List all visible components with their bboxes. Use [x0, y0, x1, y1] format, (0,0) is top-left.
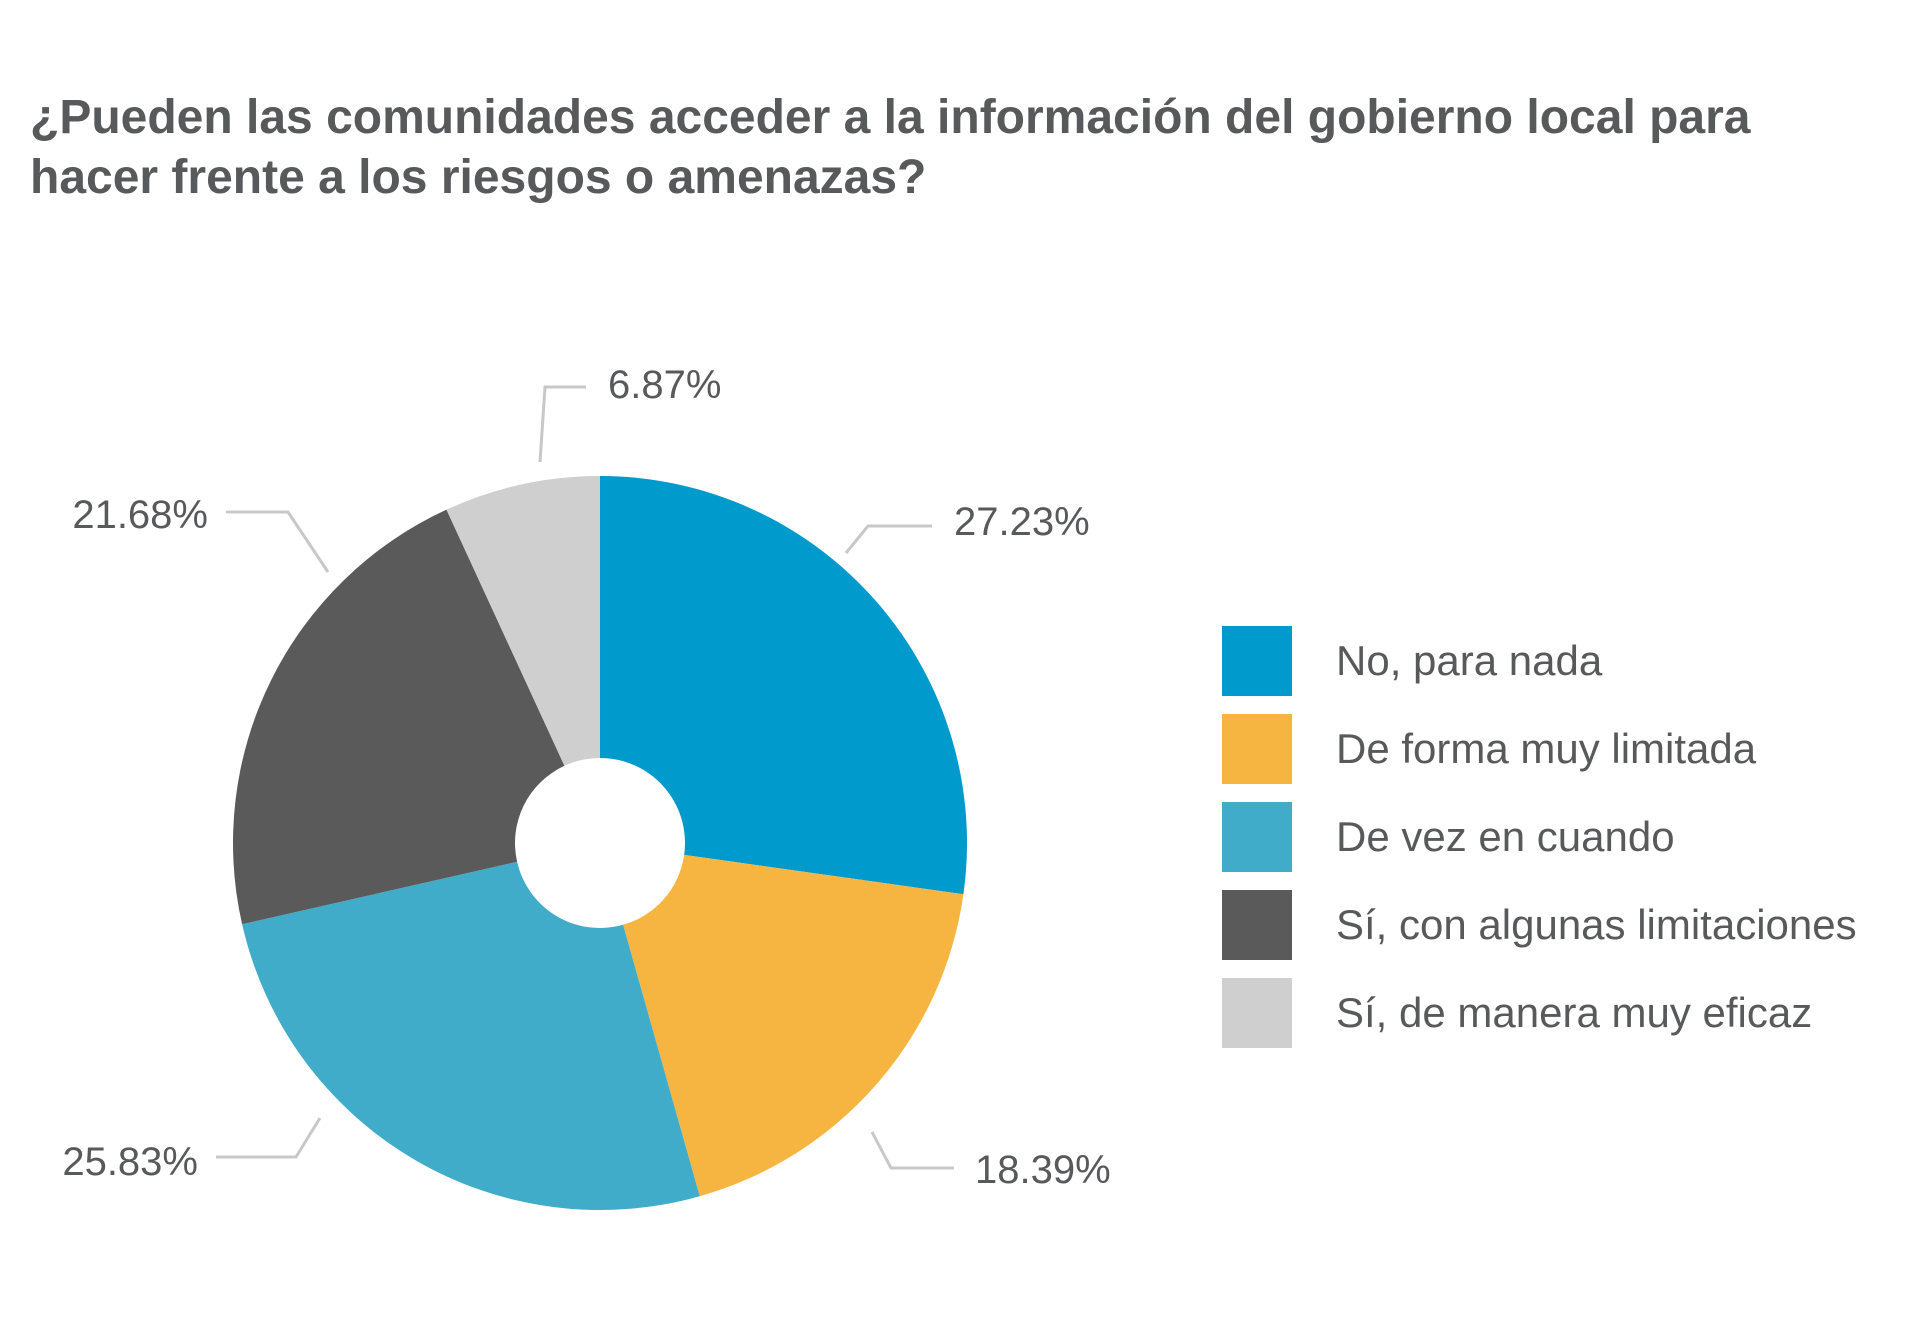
leader-line-3: [216, 1117, 322, 1159]
legend-swatch: [1222, 802, 1292, 872]
value-label-3: 25.83%: [62, 1140, 198, 1184]
value-labels: 27.23% 18.39% 25.83% 21.68% 6.87%: [62, 363, 1110, 1192]
legend-label: De forma muy limitada: [1336, 725, 1757, 772]
pie-slice-2: [623, 854, 964, 1197]
legend-item: De vez en cuando: [1222, 802, 1912, 874]
pie-slice-3: [242, 861, 700, 1210]
leader-lines: [216, 385, 954, 1170]
value-label-4: 21.68%: [72, 493, 208, 537]
legend-item: Sí, con algunas limitaciones: [1222, 890, 1912, 962]
legend-label: Sí, con algunas limitaciones: [1336, 901, 1857, 948]
legend-label: De vez en cuando: [1336, 813, 1675, 860]
pie-slice-5: [446, 476, 600, 766]
legend-swatch: [1222, 714, 1292, 784]
legend-swatch: [1222, 978, 1292, 1048]
legend-label: No, para nada: [1336, 637, 1603, 684]
value-label-2: 18.39%: [975, 1148, 1111, 1192]
value-label-5: 6.87%: [608, 363, 721, 407]
value-label-1: 27.23%: [954, 500, 1090, 544]
legend-swatch: [1222, 890, 1292, 960]
chart-title: ¿Pueden las comunidades acceder a la inf…: [30, 91, 1751, 204]
leader-line-1: [844, 524, 932, 554]
legend-swatch: [1222, 626, 1292, 696]
legend-item: De forma muy limitada: [1222, 714, 1912, 786]
leader-line-2: [870, 1131, 954, 1170]
legend-item: No, para nada: [1222, 626, 1912, 698]
pie-slice-4: [232, 509, 565, 925]
leader-line-5: [538, 385, 586, 463]
legend-label: Sí, de manera muy eficaz: [1336, 989, 1813, 1036]
leader-line-4: [226, 510, 330, 573]
pie-slices: [232, 476, 968, 1210]
pie-slice-1: [600, 476, 968, 895]
legend-item: Sí, de manera muy eficaz: [1222, 978, 1912, 1050]
